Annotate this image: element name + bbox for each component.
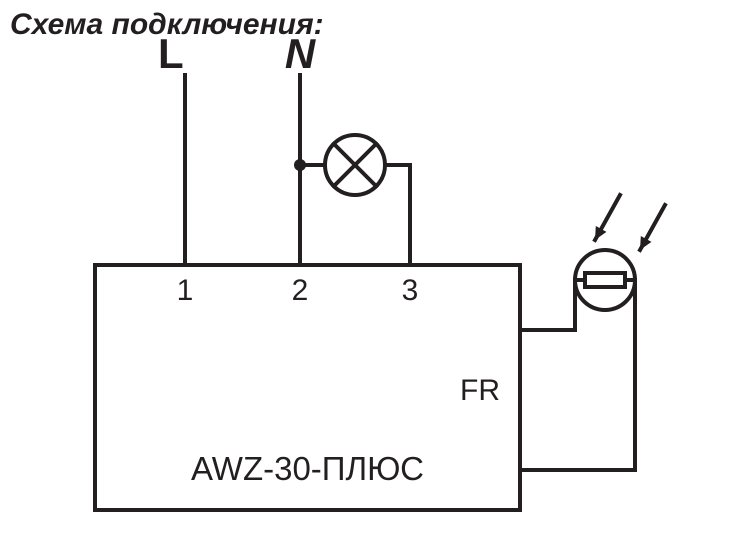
N-label: N <box>285 30 317 77</box>
model-label: AWZ-30-ПЛЮС <box>191 450 424 487</box>
terminal-label: 3 <box>402 274 419 307</box>
terminal-label: 2 <box>292 274 309 307</box>
L-label: L <box>158 30 184 77</box>
terminal-label: 1 <box>177 274 194 307</box>
resistor-body <box>585 273 625 287</box>
wiring-diagram: 1 2 3 AWZ-30-ПЛЮС FR L N <box>0 0 729 541</box>
fr-label: FR <box>460 374 500 407</box>
